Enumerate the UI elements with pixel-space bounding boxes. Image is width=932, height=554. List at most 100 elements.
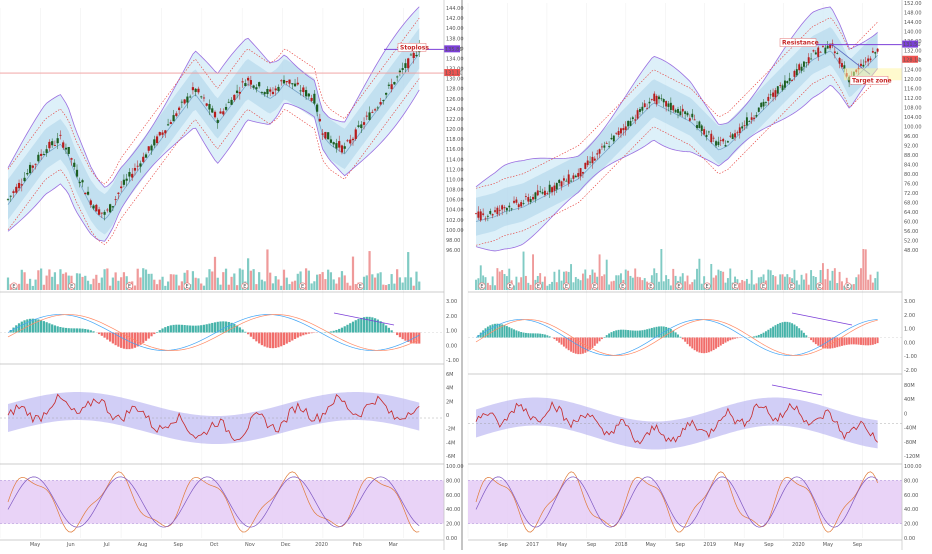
volume-bar xyxy=(230,277,232,290)
macd-y-tick-label: -1.00 xyxy=(904,354,917,360)
candle-body xyxy=(561,181,563,186)
y-tick-label: 134.00 xyxy=(446,56,464,62)
candle-body xyxy=(360,124,362,128)
candle-body xyxy=(175,113,177,116)
candle-body xyxy=(167,124,169,125)
oscillator-divergence-line xyxy=(772,385,822,395)
volume-bar xyxy=(877,272,879,290)
macd-histogram-bar xyxy=(862,338,864,346)
macd-histogram-bar xyxy=(534,333,536,337)
candle-body xyxy=(341,145,343,152)
macd-histogram-bar xyxy=(228,322,230,333)
candle-body xyxy=(46,149,48,153)
macd-histogram-bar xyxy=(698,338,700,353)
macd-histogram-bar xyxy=(286,333,288,344)
volume-bar xyxy=(236,285,238,290)
macd-histogram-bar xyxy=(549,336,551,337)
candle-body xyxy=(772,93,774,97)
top-price-tag-label: 131.50 xyxy=(903,42,921,48)
candle-body xyxy=(73,163,75,167)
macd-histogram-bar xyxy=(594,338,596,346)
macd-histogram-bar xyxy=(76,328,78,332)
macd-histogram-bar xyxy=(525,333,527,338)
macd-histogram-bar xyxy=(233,324,235,332)
macd-histogram-bar xyxy=(352,322,354,333)
macd-histogram-bar xyxy=(599,338,601,342)
macd-histogram-bar xyxy=(627,330,629,337)
stoch-zone xyxy=(468,480,902,523)
volume-bar xyxy=(803,280,805,290)
y-tick-label: 110.00 xyxy=(446,177,464,183)
candle-body xyxy=(815,52,817,54)
candle-body xyxy=(59,135,61,136)
macd-histogram-bar xyxy=(415,333,417,344)
macd-histogram-bar xyxy=(46,322,48,332)
candle-body xyxy=(117,193,119,194)
price-tag-label: 131.10 xyxy=(445,71,463,77)
candle-body xyxy=(244,83,246,86)
macd-histogram-bar xyxy=(291,333,293,341)
macd-histogram-bar xyxy=(675,332,677,337)
macd-histogram-bar xyxy=(302,333,304,336)
volume-bar xyxy=(572,282,574,290)
candle-body xyxy=(542,192,544,193)
macd-histogram-bar xyxy=(374,318,376,332)
candle-body xyxy=(525,196,527,197)
macd-histogram-bar xyxy=(682,338,684,340)
candle-body xyxy=(813,50,815,51)
volume-bar xyxy=(313,281,315,290)
macd-histogram-bar xyxy=(43,321,45,332)
volume-bar xyxy=(665,275,667,290)
macd-histogram-bar xyxy=(641,330,643,337)
candle-body xyxy=(558,180,560,183)
volume-bar xyxy=(101,278,103,290)
macd-histogram-bar xyxy=(765,331,767,337)
volume-bar xyxy=(172,274,174,290)
macd-histogram-bar xyxy=(410,333,412,343)
candle-body xyxy=(520,202,522,206)
macd-histogram-bar xyxy=(109,333,111,342)
macd-histogram-bar xyxy=(195,326,197,333)
oscillator-y-tick-label: 0 xyxy=(904,411,907,417)
y-tick-label: 52.00 xyxy=(904,239,918,245)
macd-histogram-bar xyxy=(261,333,263,346)
candle-body xyxy=(316,105,318,112)
macd-histogram-bar xyxy=(186,325,188,332)
macd-histogram-bar xyxy=(222,321,224,332)
candle-body xyxy=(530,199,532,202)
macd-histogram-bar xyxy=(338,329,340,333)
candle-body xyxy=(112,206,114,207)
volume-bar xyxy=(109,286,111,290)
volume-bar xyxy=(156,284,158,290)
y-tick-label: 120.00 xyxy=(446,127,464,133)
macd-histogram-bar xyxy=(606,335,608,337)
candle-body xyxy=(839,58,841,64)
volume-bar xyxy=(584,269,586,290)
volume-bar xyxy=(698,259,700,290)
volume-bar xyxy=(103,269,105,290)
volume-bar xyxy=(46,276,48,290)
macd-histogram-bar xyxy=(167,326,169,332)
macd-y-tick-label: 0.00 xyxy=(904,340,915,346)
candle-body xyxy=(164,130,166,133)
oscillator-y-tick-label: -40M xyxy=(904,426,916,432)
macd-histogram-bar xyxy=(145,333,147,341)
candle-body xyxy=(620,128,622,133)
volume-bar xyxy=(784,277,786,290)
stoploss-label: Stoploss xyxy=(400,44,429,51)
volume-bar xyxy=(860,268,862,290)
macd-histogram-bar xyxy=(813,338,815,343)
volume-bar xyxy=(779,274,781,290)
candle-body xyxy=(777,86,779,93)
y-tick-label: 120.00 xyxy=(904,77,922,83)
volume-bar xyxy=(687,276,689,290)
macd-y-tick-label: 3.00 xyxy=(446,299,457,305)
volume-bar xyxy=(54,272,56,290)
volume-bar xyxy=(755,283,757,290)
macd-histogram-bar xyxy=(250,333,252,337)
volume-bar xyxy=(656,273,658,290)
candle-body xyxy=(822,46,824,47)
earnings-marker-label: E xyxy=(677,284,680,290)
macd-histogram-bar xyxy=(335,330,337,333)
volume-bar xyxy=(352,257,354,290)
